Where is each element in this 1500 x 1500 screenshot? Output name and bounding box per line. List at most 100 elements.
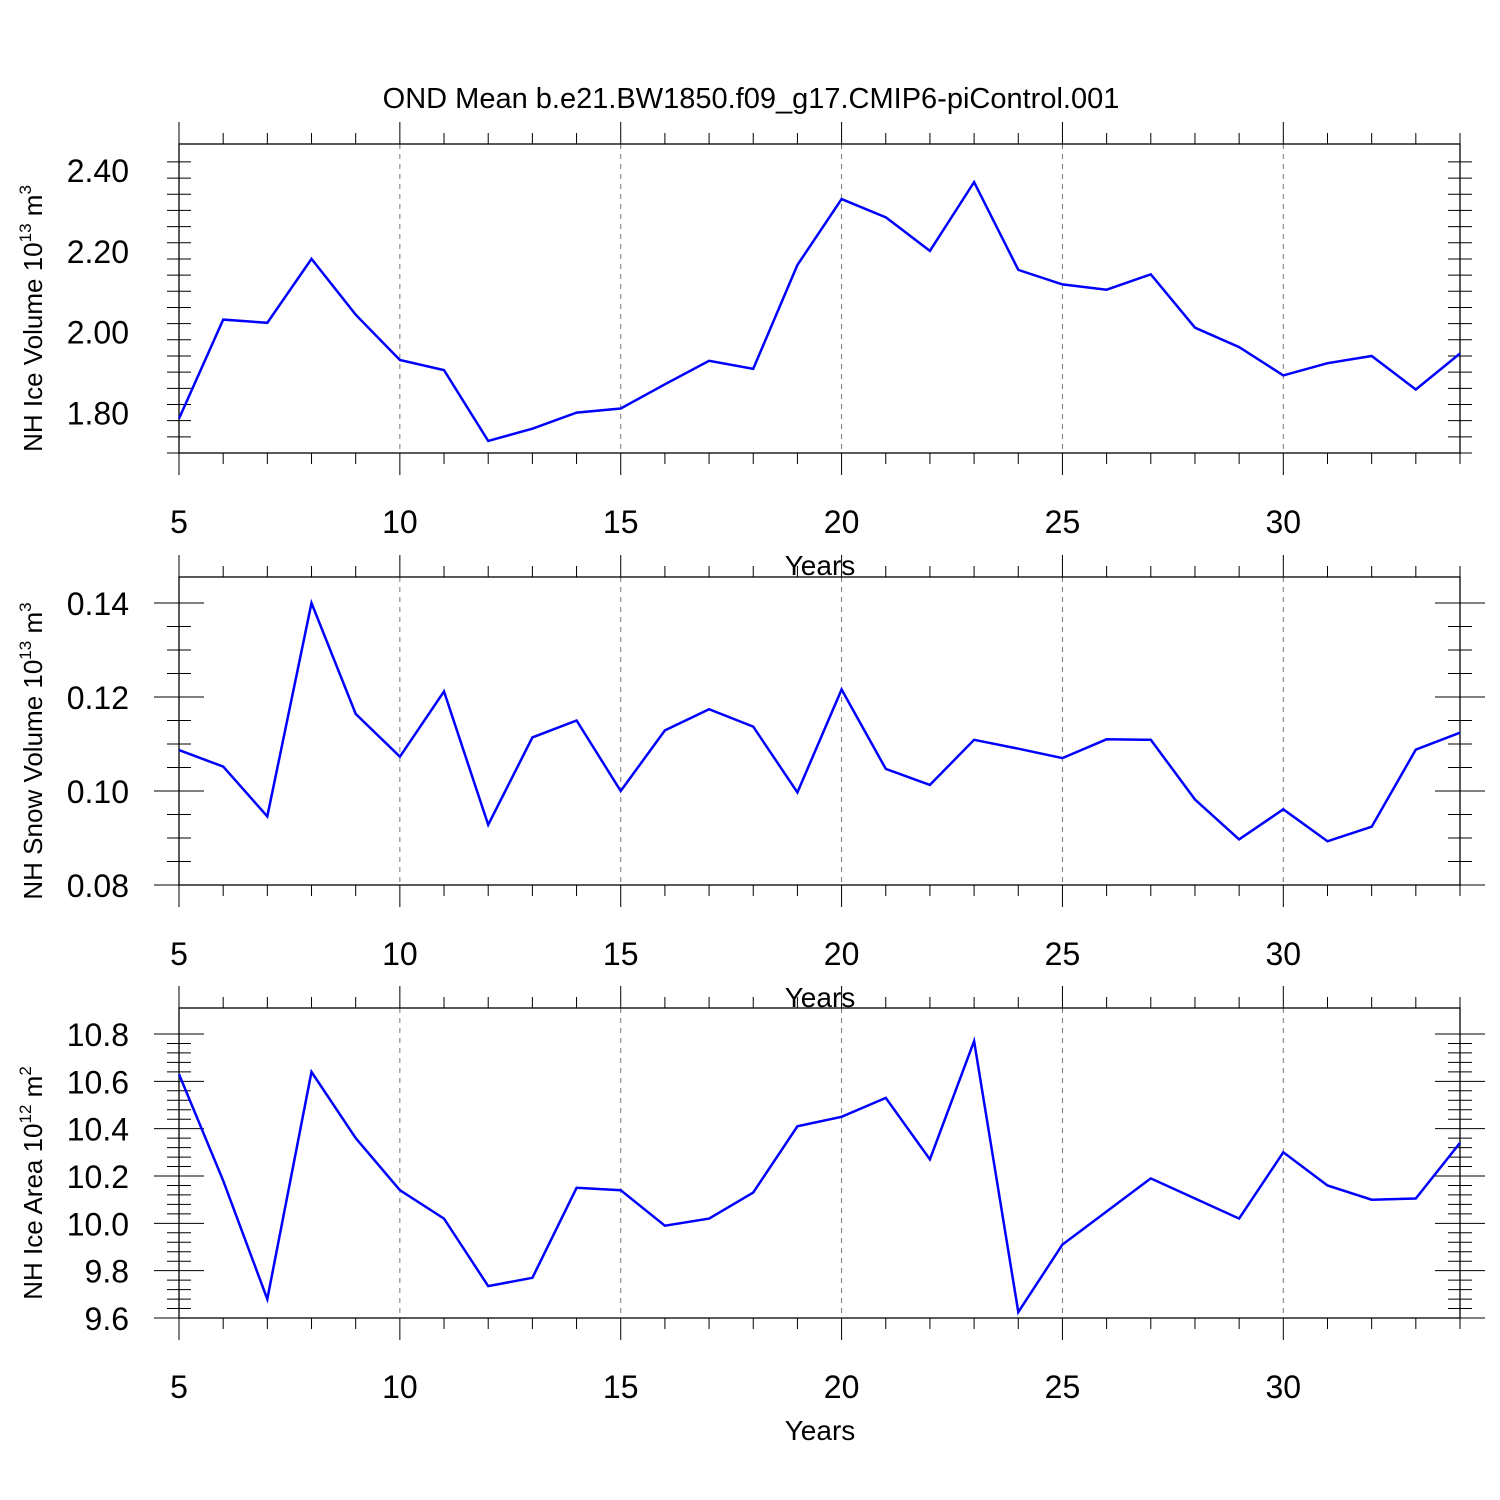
panel3-data-point [1326, 1184, 1328, 1186]
panel3: 5 10 15 20 25 30 9.6 9.8 10.0 10.2 10.4 10.6 10.8 Yea… [16, 986, 1485, 1446]
panel1-xtick-label: 15 [603, 504, 639, 540]
panel2-data-point [1194, 798, 1196, 800]
panel1-data-point [1105, 288, 1107, 290]
panel2-series-line [178, 598, 1461, 843]
panel3-data-point [929, 1158, 931, 1160]
panel3-ytick-label: 10.8 [67, 1017, 129, 1053]
panel3-data-point [1105, 1210, 1107, 1212]
panel3-ytick-label: 9.6 [85, 1301, 129, 1337]
panel3-data-point [1194, 1197, 1196, 1199]
panel2-xtick-label: 10 [382, 936, 418, 972]
panel3-data-point [1370, 1198, 1372, 1200]
panel2-data-point [840, 688, 842, 690]
panel2-ytick-label: 0.08 [67, 868, 129, 904]
panel1-xlabel: Years [785, 550, 856, 581]
panel2-data-point [266, 815, 268, 817]
panel3-data-point [399, 1189, 401, 1191]
panel3-data-point [443, 1217, 445, 1219]
panel1-ytick-label: 2.00 [67, 315, 129, 351]
panel2-data-point [575, 719, 577, 721]
panel3-ytick-label: 10.6 [67, 1064, 129, 1100]
panel2-data-point [1415, 748, 1417, 750]
panel2-ytick-label: 0.14 [67, 586, 129, 622]
panel1-ytick-label: 1.80 [67, 396, 129, 432]
panel2-data-point [708, 708, 710, 710]
panel1-data-point [620, 407, 622, 409]
panel1-data-point [266, 322, 268, 324]
panel2-data-point [399, 755, 401, 757]
panel3-data-point [222, 1180, 224, 1182]
panel1-series-line [177, 179, 1461, 443]
panel3-data-point [1238, 1217, 1240, 1219]
panel2-xtick-label: 15 [603, 936, 639, 972]
panel3-data-point [752, 1191, 754, 1193]
panel1-ytick-label: 2.40 [67, 153, 129, 189]
panel3-data-point [840, 1116, 842, 1118]
panel3-frame [178, 1007, 1461, 1319]
panel3-data-point [1150, 1177, 1152, 1179]
panel2-data-point [885, 768, 887, 770]
panel2-data-point [973, 739, 975, 741]
panel3-data-point [664, 1225, 666, 1227]
panel2-data-point [1238, 838, 1240, 840]
panel3-data-point [1415, 1197, 1417, 1199]
panel2-data-point [1326, 840, 1328, 842]
panel3-data-point [487, 1285, 489, 1287]
panel2-data-point [354, 713, 356, 715]
panel1-ylabel: NH Ice Volume 1013 m3 [16, 185, 48, 452]
panel1: 5 10 15 20 25 30 1.80 2.00 2.20 2.40 Years NH Ice V… [16, 122, 1472, 581]
panel1-data-point [575, 411, 577, 413]
panel1-data-point [1370, 355, 1372, 357]
panel3-ytick-label: 10.2 [67, 1159, 129, 1195]
panel3-data-point [310, 1071, 312, 1073]
panel1-data-point [531, 428, 533, 430]
panel1-data-point [1150, 273, 1152, 275]
panel2-data-point [1017, 748, 1019, 750]
panel2-data-point [620, 790, 622, 792]
panels: 5 10 15 20 25 30 1.80 2.00 2.20 2.40 Years NH Ice V… [16, 122, 1485, 1446]
panel3-xtick-label: 20 [824, 1369, 860, 1405]
panel2-xtick-label: 30 [1266, 936, 1302, 972]
panel2-data-point [443, 690, 445, 692]
panel1-data-point [973, 181, 975, 183]
panel3-xtick-label: 15 [603, 1369, 639, 1405]
panel3-ytick-label: 10.4 [67, 1112, 129, 1148]
panel3-series-line [177, 1036, 1461, 1316]
panel1-data-point [708, 360, 710, 362]
panel1-ytick-label: 2.20 [67, 234, 129, 270]
panel1-data-point [1326, 362, 1328, 364]
panel1-data-point [222, 318, 224, 320]
panel3-xtick-label: 30 [1266, 1369, 1302, 1405]
panel1-data-point [178, 417, 180, 419]
panel2-ytick-label: 0.12 [67, 680, 129, 716]
panel1-data-point [929, 250, 931, 252]
panel3-data-point [531, 1277, 533, 1279]
panel2-data-point [1459, 732, 1461, 734]
panel3-data-point [796, 1125, 798, 1127]
panel3-ylabel: NH Ice Area 1012 m2 [16, 1066, 48, 1300]
panel1-xtick-label: 10 [382, 504, 418, 540]
panel1-data-point [752, 368, 754, 370]
panel2-data-point [796, 791, 798, 793]
panel1-data-point [1238, 346, 1240, 348]
panel2-data-point [1061, 757, 1063, 759]
panel3-ytick-label: 10.0 [67, 1206, 129, 1242]
panel2-data-point [1105, 738, 1107, 740]
panel3-data-point [973, 1040, 975, 1042]
panel3-ytick-label: 9.8 [85, 1254, 129, 1290]
panel1-data-point [399, 359, 401, 361]
panel2-xtick-label: 20 [824, 936, 860, 972]
panel2-data-point [664, 729, 666, 731]
panel1-data-point [796, 264, 798, 266]
panel2-ytick-label: 0.10 [67, 774, 129, 810]
panel2-data-point [1370, 826, 1372, 828]
panel3-data-point [620, 1189, 622, 1191]
panel2-ylabel: NH Snow Volume 1013 m3 [16, 602, 48, 899]
panel2-data-point [178, 749, 180, 751]
panel3-data-point [1017, 1311, 1019, 1313]
panel3-data-point [1282, 1151, 1284, 1153]
panel1-data-point [1282, 374, 1284, 376]
panel1-data-point [310, 258, 312, 260]
